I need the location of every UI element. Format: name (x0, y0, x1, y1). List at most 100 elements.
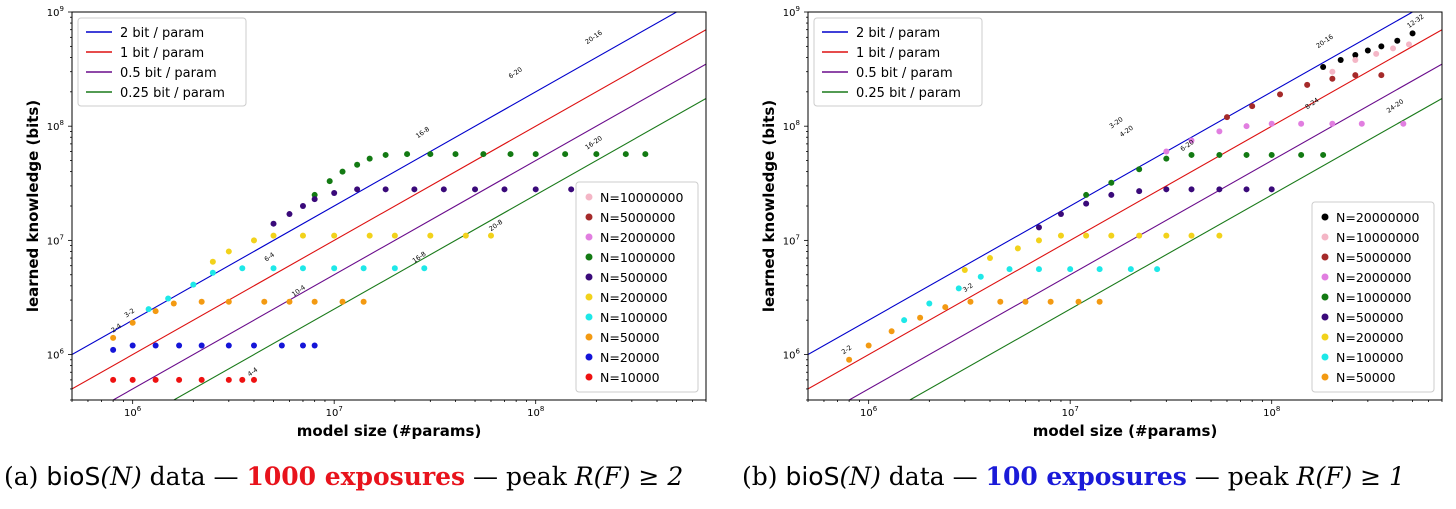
b-legend-series-marker-5 (1321, 313, 1329, 321)
a-point-s4-11 (532, 186, 539, 193)
a-annotation-6: 10-4 (290, 283, 307, 298)
a-point-s4-4 (331, 189, 338, 196)
b-point-s7-0 (901, 317, 908, 324)
b-point-s7-4 (1006, 266, 1013, 273)
b-point-s5-0 (1035, 224, 1042, 231)
a-legend-series-label-2: N=2000000 (600, 230, 676, 245)
a-point-s5-2 (250, 237, 257, 244)
a-point-s9-3 (176, 376, 183, 383)
b-legend-series-label-7: N=100000 (1336, 350, 1404, 365)
a-xlabel: model size (#params) (297, 422, 482, 440)
a-point-s3-3 (354, 161, 361, 168)
b-legend-series-label-3: N=2000000 (1336, 270, 1412, 285)
a-legend-series-label-4: N=500000 (600, 270, 668, 285)
b-ytick-label-0: 106 (783, 348, 801, 362)
a-ref-line-2 (112, 63, 706, 400)
b-point-s7-1 (926, 300, 933, 307)
b-point-s5-4 (1136, 188, 1143, 195)
b-ytick-label-1: 107 (783, 233, 800, 247)
a-point-s8-8 (299, 342, 306, 349)
a-ref-line-1 (72, 29, 706, 390)
b-point-s4-7 (1268, 151, 1275, 158)
a-xtick-label-1: 107 (326, 405, 343, 419)
a-legend-series-marker-7 (585, 333, 593, 341)
a-legend-series-marker-2 (585, 233, 593, 241)
b-point-s6-2 (1014, 245, 1021, 252)
caption-a: (a) bioS(N) data — 1000 exposures — peak… (4, 462, 683, 491)
b-point-s3-5 (1298, 120, 1305, 127)
a-point-s6-8 (360, 265, 367, 272)
b-ylabel: learned knowledge (bits) (760, 100, 778, 312)
b-annotation-1: 12-32 (1406, 13, 1426, 30)
caption-a-peak: R(F) ≥ 2 (574, 462, 684, 491)
b-xtick-label-2: 108 (1263, 405, 1280, 419)
b-point-s7-5 (1035, 266, 1042, 273)
a-point-s4-1 (286, 211, 293, 218)
a-legend-series-label-5: N=200000 (600, 290, 668, 305)
b-legend-series-marker-7 (1321, 353, 1329, 361)
b-point-s8-1 (865, 342, 872, 349)
a-point-s6-0 (145, 306, 152, 313)
a-point-s9-2 (152, 376, 159, 383)
b-annotation-6: 4-20 (1118, 124, 1135, 139)
b-point-s1-4 (1390, 45, 1397, 52)
b-point-s7-2 (955, 285, 962, 292)
b-legend-lines: 2 bit / param 1 bit / param 0.5 bit / para… (813, 17, 983, 107)
b-point-s0-6 (1409, 30, 1416, 37)
a-point-s6-9 (391, 265, 398, 272)
a-point-s3-13 (593, 151, 600, 158)
b-legend-series-label-1: N=10000000 (1336, 230, 1419, 245)
b-legend-series-marker-8 (1321, 373, 1329, 381)
b-legend-series-marker-6 (1321, 333, 1329, 341)
a-point-s5-6 (366, 232, 373, 239)
a-legend-series-marker-3 (585, 253, 593, 261)
b-annotation-2: 20-16 (1315, 33, 1335, 50)
a-legend-series-label-9: N=10000 (600, 370, 660, 385)
a-ytick-label-0: 106 (47, 348, 65, 362)
a-point-s5-1 (225, 248, 232, 255)
b-point-s5-3 (1108, 191, 1115, 198)
a-point-s3-7 (427, 151, 434, 158)
b-point-s2-6 (1378, 72, 1385, 79)
caption-a-arg: (N) (100, 462, 142, 491)
b-annotation-8: 3-2 (961, 281, 974, 294)
a-point-s4-0 (270, 220, 277, 227)
b-legend-line-label-2: 0.5 bit / param (856, 66, 953, 81)
a-point-s7-1 (129, 319, 136, 326)
b-legend-series-label-8: N=50000 (1336, 370, 1396, 385)
a-legend-series-label-1: N=5000000 (600, 210, 676, 225)
a-point-s8-9 (311, 342, 318, 349)
b-legend-series-marker-3 (1321, 273, 1329, 281)
b-point-s2-3 (1304, 81, 1311, 88)
caption-b-mid: data — (880, 462, 986, 491)
a-legend-series-label-3: N=1000000 (600, 250, 676, 265)
b-point-s5-1 (1057, 211, 1064, 218)
b-point-s2-2 (1277, 91, 1284, 98)
caption-b-highlight: 100 exposures (985, 462, 1187, 491)
a-legend-series-box (575, 181, 699, 393)
caption-a-prefix: (a) (4, 462, 47, 491)
a-legend-line-label-0: 2 bit / param (120, 26, 204, 41)
a-point-s8-1 (129, 342, 136, 349)
a-point-s4-12 (568, 186, 575, 193)
a-point-s7-7 (286, 298, 293, 305)
b-point-s5-9 (1268, 186, 1275, 193)
a-point-s7-4 (198, 298, 205, 305)
b-point-s2-5 (1352, 72, 1359, 79)
b-legend-series-box (1311, 201, 1435, 393)
a-point-s8-4 (198, 342, 205, 349)
a-point-s7-6 (261, 298, 268, 305)
a-point-s5-8 (427, 232, 434, 239)
a-ref-line-0 (72, 12, 678, 356)
b-point-s3-1 (1188, 137, 1195, 144)
b-xlabel: model size (#params) (1033, 422, 1218, 440)
b-xtick-label-1: 107 (1062, 405, 1079, 419)
a-xtick-label-0: 106 (124, 405, 142, 419)
b-point-s3-4 (1268, 120, 1275, 127)
a-point-s6-6 (299, 265, 306, 272)
a-point-s8-5 (225, 342, 232, 349)
b-point-s0-0 (1320, 63, 1327, 70)
b-point-s6-0 (961, 267, 968, 274)
a-point-s3-14 (622, 151, 629, 158)
